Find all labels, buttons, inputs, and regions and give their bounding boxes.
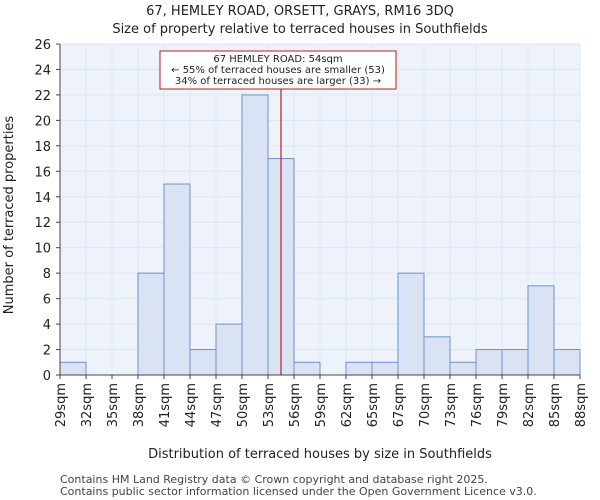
title-line-2: Size of property relative to terraced ho… [112, 22, 488, 37]
x-tick-label: 79sqm [496, 383, 511, 427]
y-tick-label: 12 [34, 216, 51, 231]
x-tick-label: 47sqm [210, 383, 225, 427]
y-tick-label: 16 [34, 165, 51, 180]
bar-62sqm [345, 361, 373, 376]
bar-65sqm [371, 361, 399, 376]
footer-line-1: Contains HM Land Registry data © Crown c… [60, 473, 488, 486]
y-tick-label: 4 [43, 318, 51, 333]
bars [59, 94, 581, 376]
x-tick-label: 38sqm [132, 383, 147, 427]
bar-73sqm [449, 361, 477, 376]
x-tick-label: 62sqm [340, 383, 355, 427]
y-axis-title: Number of terraced properties [2, 116, 17, 315]
x-tick-label: 70sqm [418, 383, 433, 427]
y-tick-label: 20 [34, 114, 51, 129]
bar-67sqm [397, 272, 425, 376]
annotation-box [159, 50, 397, 90]
x-tick-label: 82sqm [522, 383, 537, 427]
bar-41sqm [163, 183, 191, 376]
annotation-line-1: 67 HEMLEY ROAD: 54sqm [213, 54, 342, 65]
footer-line-2: Contains public sector information licen… [60, 485, 537, 498]
y-tick-label: 14 [34, 191, 51, 206]
x-tick-label: 29sqm [54, 383, 69, 427]
bar-85sqm [553, 349, 581, 376]
x-tick-label: 53sqm [262, 383, 277, 427]
y-tick-label: 18 [34, 140, 51, 155]
y-tick-label: 10 [34, 242, 51, 257]
bar-76sqm [475, 349, 503, 376]
x-tick-label: 67sqm [392, 383, 407, 427]
bar-79sqm [501, 349, 529, 376]
x-tick-label: 35sqm [106, 383, 121, 427]
x-tick-label: 44sqm [184, 383, 199, 427]
x-tick-label: 41sqm [158, 383, 173, 427]
chart-title: 67, HEMLEY ROAD, ORSETT, GRAYS, RM16 3DQ… [0, 3, 600, 39]
x-tick-label: 76sqm [470, 383, 485, 427]
x-tick-label: 59sqm [314, 383, 329, 427]
x-tick-label: 65sqm [366, 383, 381, 427]
bar-56sqm [293, 361, 321, 376]
marker-annotation: 67 HEMLEY ROAD: 54sqm ← 55% of terraced … [159, 50, 397, 90]
annotation-line-2: ← 55% of terraced houses are smaller (53… [171, 65, 385, 76]
bar-47sqm [215, 323, 243, 376]
x-axis-title: Distribution of terraced houses by size … [148, 447, 492, 462]
x-tick-label: 50sqm [236, 383, 251, 427]
y-tick-label: 8 [43, 267, 51, 282]
bar-50sqm [241, 94, 269, 376]
y-tick-label: 6 [43, 293, 51, 308]
bar-70sqm [423, 336, 451, 376]
x-tick-label: 56sqm [288, 383, 303, 427]
bar-38sqm [137, 272, 165, 376]
x-tick-label: 85sqm [548, 383, 563, 427]
x-axis-ticks: 29sqm 32sqm 35sqm 38sqm 41sqm 44sqm 47sqm 50sqm… [54, 375, 589, 427]
bar-44sqm [189, 349, 217, 376]
bar-29sqm [59, 361, 87, 376]
x-tick-label: 73sqm [444, 383, 459, 427]
bar-82sqm [527, 285, 555, 376]
y-tick-label: 26 [34, 38, 51, 53]
annotation-line-3: 34% of terraced houses are larger (33) → [175, 76, 381, 87]
x-tick-label: 88sqm [574, 383, 589, 427]
y-tick-label: 0 [43, 369, 51, 384]
title-line-1: 67, HEMLEY ROAD, ORSETT, GRAYS, RM16 3DQ [146, 4, 454, 19]
y-tick-label: 22 [34, 89, 51, 104]
x-tick-label: 32sqm [80, 383, 95, 427]
y-tick-label: 24 [34, 63, 51, 78]
y-tick-label: 2 [43, 344, 51, 359]
